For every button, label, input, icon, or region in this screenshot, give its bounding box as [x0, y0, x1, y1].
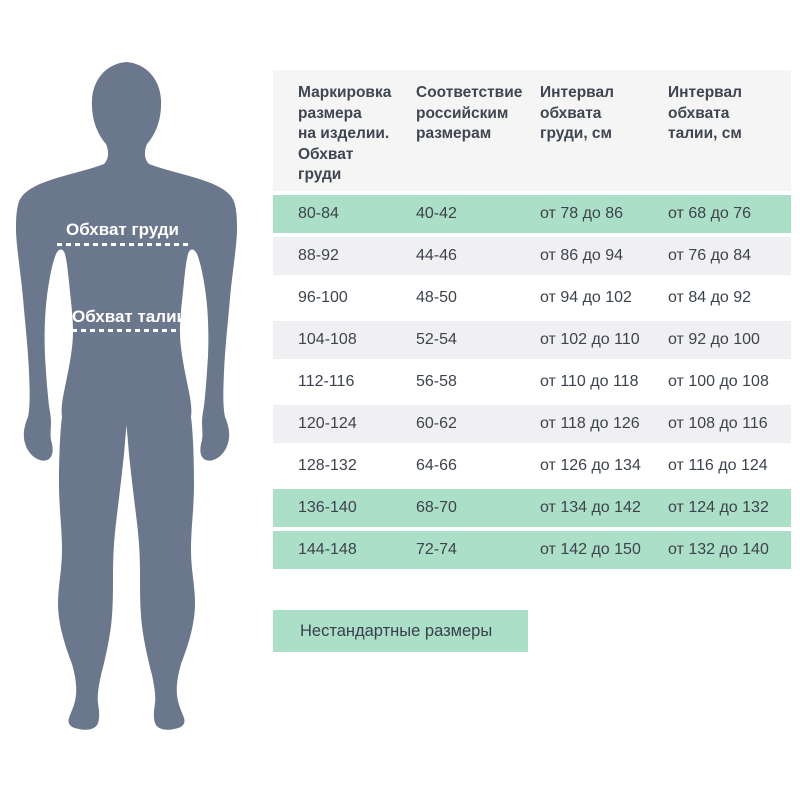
table-cell: от 116 до 124	[668, 457, 768, 474]
table-row: 104-108 52-54 от 102 до 110 от 92 до 100	[273, 321, 791, 359]
header-waist-interval: Интервал обхвата талии, см	[668, 84, 742, 143]
waist-measure-label: Обхват талии	[72, 307, 187, 326]
table-cell: от 134 до 142	[540, 499, 641, 516]
table-cell: 64-66	[416, 457, 457, 474]
header-size-marking: Маркировка размера на изделии. Обхват гр…	[298, 84, 392, 184]
table-cell: от 100 до 108	[668, 373, 769, 390]
table-cell: от 124 до 132	[668, 499, 769, 516]
table-cell: от 132 до 140	[668, 541, 769, 558]
header-russian-size: Соответствие российским размерам	[416, 84, 523, 143]
table-cell: от 94 до 102	[540, 289, 632, 306]
table-cell: 104-108	[298, 331, 357, 348]
table-cell: 120-124	[298, 415, 357, 432]
table-row: 80-84 40-42 от 78 до 86 от 68 до 76	[273, 195, 791, 233]
table-cell: 40-42	[416, 205, 457, 222]
table-cell: 56-58	[416, 373, 457, 390]
table-cell: от 92 до 100	[668, 331, 760, 348]
table-body: 80-84 40-42 от 78 до 86 от 68 до 76 88-9…	[273, 195, 791, 569]
nonstandard-sizes-button[interactable]: Нестандартные размеры	[273, 610, 528, 652]
table-cell: 44-46	[416, 247, 457, 264]
table-row: 128-132 64-66 от 126 до 134 от 116 до 12…	[273, 447, 791, 485]
table-cell: 136-140	[298, 499, 357, 516]
table-row: 120-124 60-62 от 118 до 126 от 108 до 11…	[273, 405, 791, 443]
table-row: 136-140 68-70 от 134 до 142 от 124 до 13…	[273, 489, 791, 527]
table-cell: 128-132	[298, 457, 357, 474]
table-cell: от 118 до 126	[540, 415, 640, 432]
table-row: 88-92 44-46 от 86 до 94 от 76 до 84	[273, 237, 791, 275]
table-cell: 88-92	[298, 247, 339, 264]
table-row: 144-148 72-74 от 142 до 150 от 132 до 14…	[273, 531, 791, 569]
table-cell: от 84 до 92	[668, 289, 752, 306]
table-cell: 68-70	[416, 499, 457, 516]
table-cell: 52-54	[416, 331, 457, 348]
table-cell: от 78 до 86	[540, 205, 624, 222]
table-cell: от 126 до 134	[540, 457, 641, 474]
table-row: 96-100 48-50 от 94 до 102 от 84 до 92	[273, 279, 791, 317]
table-cell: 80-84	[298, 205, 339, 222]
table-cell: от 76 до 84	[668, 247, 752, 264]
table-cell: от 68 до 76	[668, 205, 752, 222]
chest-measure-label: Обхват груди	[66, 220, 179, 239]
table-cell: от 102 до 110	[540, 331, 640, 348]
table-cell: от 110 до 118	[540, 373, 639, 390]
table-cell: 112-116	[298, 373, 355, 390]
table-header-row: Маркировка размера на изделии. Обхват гр…	[273, 70, 791, 191]
table-row: 112-116 56-58 от 110 до 118 от 100 до 10…	[273, 363, 791, 401]
male-silhouette	[16, 62, 237, 730]
chest-measure-line	[57, 243, 188, 246]
table-cell: от 108 до 116	[668, 415, 768, 432]
table-cell: 72-74	[416, 541, 457, 558]
table-cell: от 142 до 150	[540, 541, 641, 558]
size-table: Маркировка размера на изделии. Обхват гр…	[273, 70, 791, 573]
table-cell: 60-62	[416, 415, 457, 432]
table-cell: 144-148	[298, 541, 357, 558]
table-cell: 96-100	[298, 289, 348, 306]
header-chest-interval: Интервал обхвата груди, см	[540, 84, 614, 143]
table-cell: 48-50	[416, 289, 457, 306]
waist-measure-line	[72, 329, 178, 332]
table-cell: от 86 до 94	[540, 247, 624, 264]
